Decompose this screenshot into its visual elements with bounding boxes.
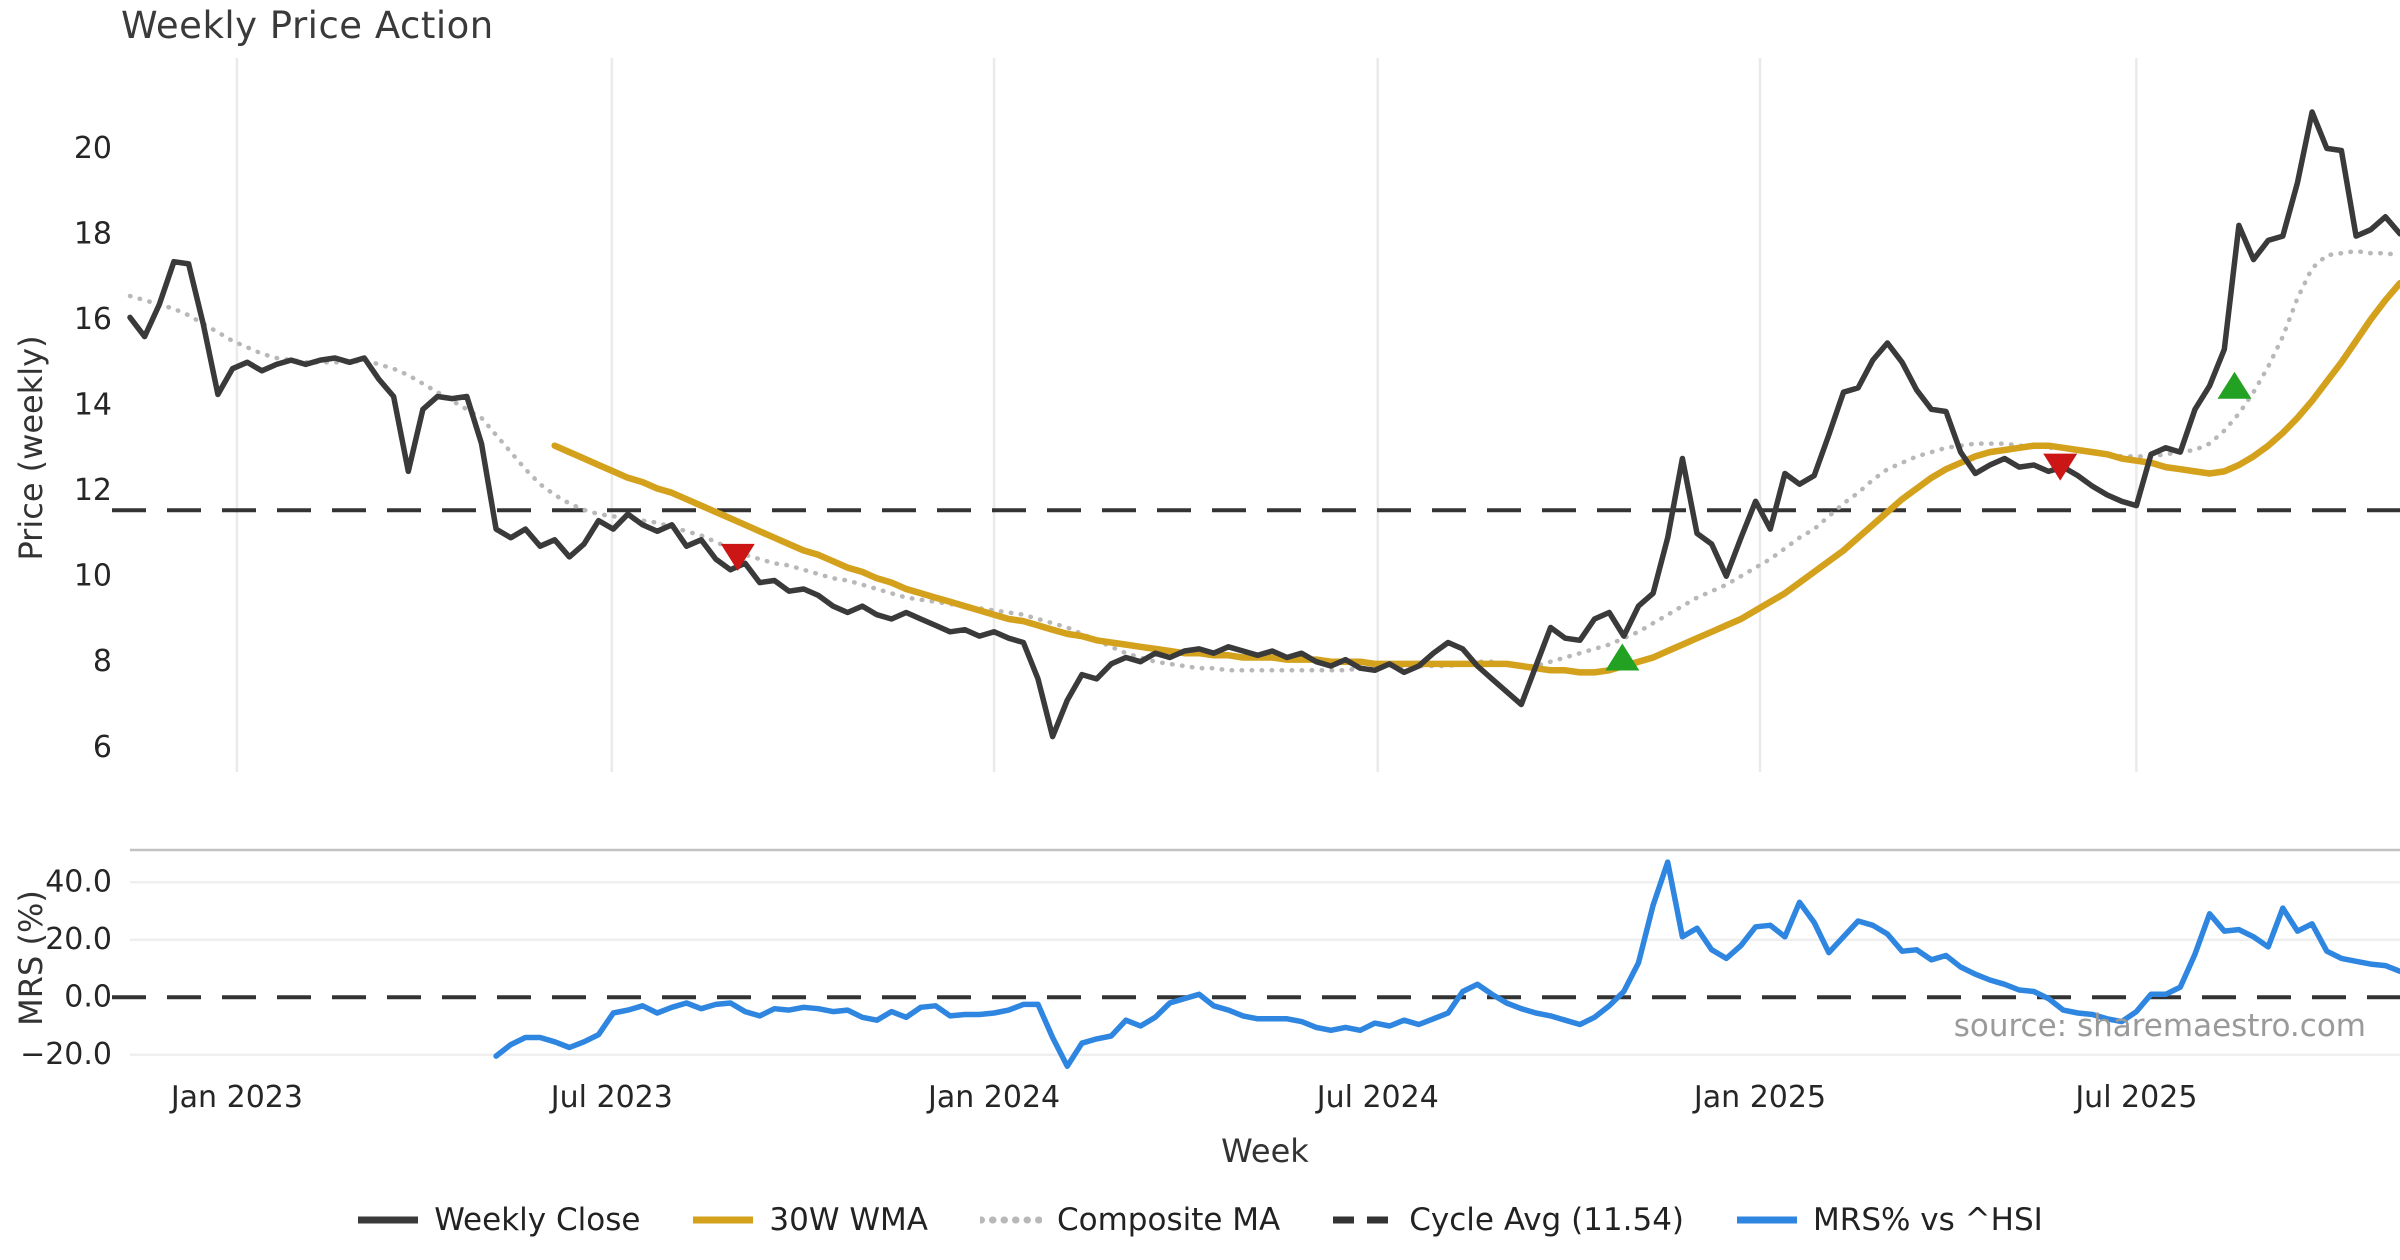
x-tick-label: Jul 2023 bbox=[549, 1080, 673, 1115]
legend: Weekly Close 30W WMA Composite MA Cycle … bbox=[0, 1202, 2400, 1238]
x-axis-title: Week bbox=[1221, 1132, 1309, 1170]
legend-item-weekly-close: Weekly Close bbox=[357, 1202, 640, 1238]
legend-swatch-cycle-avg bbox=[1333, 1216, 1394, 1224]
sell-signal-marker bbox=[720, 543, 755, 571]
source-attribution: source: sharemaestro.com bbox=[1953, 1008, 2366, 1044]
mrs-y-tick-label: 20.0 bbox=[45, 922, 112, 957]
price-y-tick-label: 6 bbox=[93, 730, 112, 765]
legend-label: MRS% vs ^HSI bbox=[1813, 1202, 2043, 1238]
weekly-close-line bbox=[127, 109, 2400, 740]
price-y-tick-label: 18 bbox=[74, 216, 112, 251]
price-panel bbox=[112, 58, 2400, 772]
legend-swatch-weekly-close bbox=[358, 1216, 419, 1224]
legend-item-mrs: MRS% vs ^HSI bbox=[1736, 1202, 2043, 1238]
wma-30w-line bbox=[551, 279, 2400, 676]
buy-signal-marker bbox=[2217, 371, 2252, 399]
legend-item-cycle-avg: Cycle Avg (11.54) bbox=[1332, 1202, 1684, 1238]
legend-swatch-composite-ma bbox=[979, 1216, 1042, 1224]
mrs-y-tick-label: 40.0 bbox=[45, 865, 112, 900]
x-tick-label: Jul 2024 bbox=[1315, 1080, 1439, 1115]
price-y-tick-label: 12 bbox=[74, 473, 112, 508]
mrs-axis-title: MRS (%) bbox=[12, 890, 50, 1026]
legend-swatch-30w-wma bbox=[693, 1216, 754, 1224]
mrs-y-tick-label: −20.0 bbox=[20, 1037, 112, 1072]
x-tick-label: Jan 2023 bbox=[169, 1080, 303, 1115]
price-axis-title: Price (weekly) bbox=[12, 335, 50, 560]
x-tick-label: Jul 2025 bbox=[2073, 1080, 2197, 1115]
legend-label: Composite MA bbox=[1056, 1202, 1281, 1238]
price-y-tick-label: 16 bbox=[74, 302, 112, 337]
axes: 6 8 10 12 14 16 18 20 40.0 20.0 0.0 −20.0 Jan 2023 Ju… bbox=[12, 131, 2197, 1170]
legend-item-30w-wma: 30W WMA bbox=[692, 1202, 928, 1238]
price-y-tick-label: 8 bbox=[93, 644, 112, 679]
buy-signal-marker bbox=[1605, 643, 1640, 671]
price-y-tick-label: 10 bbox=[74, 559, 112, 594]
price-y-tick-label: 14 bbox=[74, 388, 112, 423]
page-title: Weekly Price Action bbox=[121, 4, 494, 47]
price-y-tick-label: 20 bbox=[74, 131, 112, 166]
legend-swatch-mrs bbox=[1737, 1216, 1798, 1224]
legend-label: 30W WMA bbox=[769, 1202, 928, 1238]
x-tick-label: Jan 2025 bbox=[1692, 1080, 1826, 1115]
mrs-y-tick-label: 0.0 bbox=[64, 980, 112, 1015]
legend-label: Cycle Avg (11.54) bbox=[1409, 1202, 1685, 1238]
legend-label: Weekly Close bbox=[434, 1202, 641, 1238]
sell-signal-marker bbox=[2043, 453, 2078, 481]
legend-item-composite-ma: Composite MA bbox=[979, 1202, 1281, 1238]
mrs-panel bbox=[112, 848, 2400, 1069]
mrs-line bbox=[493, 859, 2400, 1069]
x-tick-label: Jan 2024 bbox=[926, 1080, 1060, 1115]
